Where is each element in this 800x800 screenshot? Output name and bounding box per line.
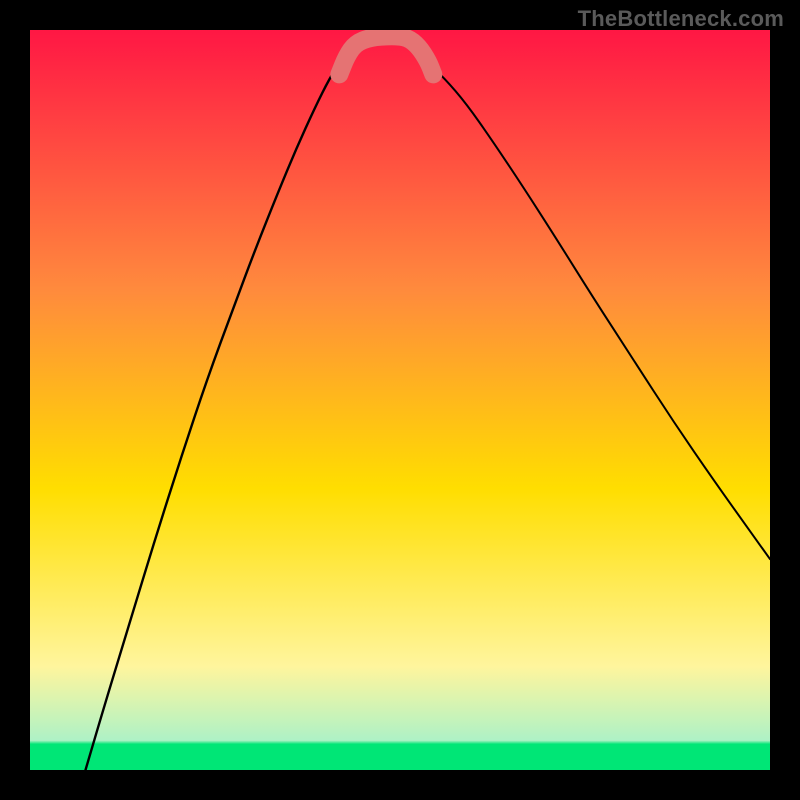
watermark-text: TheBottleneck.com (578, 6, 784, 32)
plot-area (30, 30, 770, 770)
bottleneck-chart (30, 30, 770, 770)
chart-frame: TheBottleneck.com (0, 0, 800, 800)
